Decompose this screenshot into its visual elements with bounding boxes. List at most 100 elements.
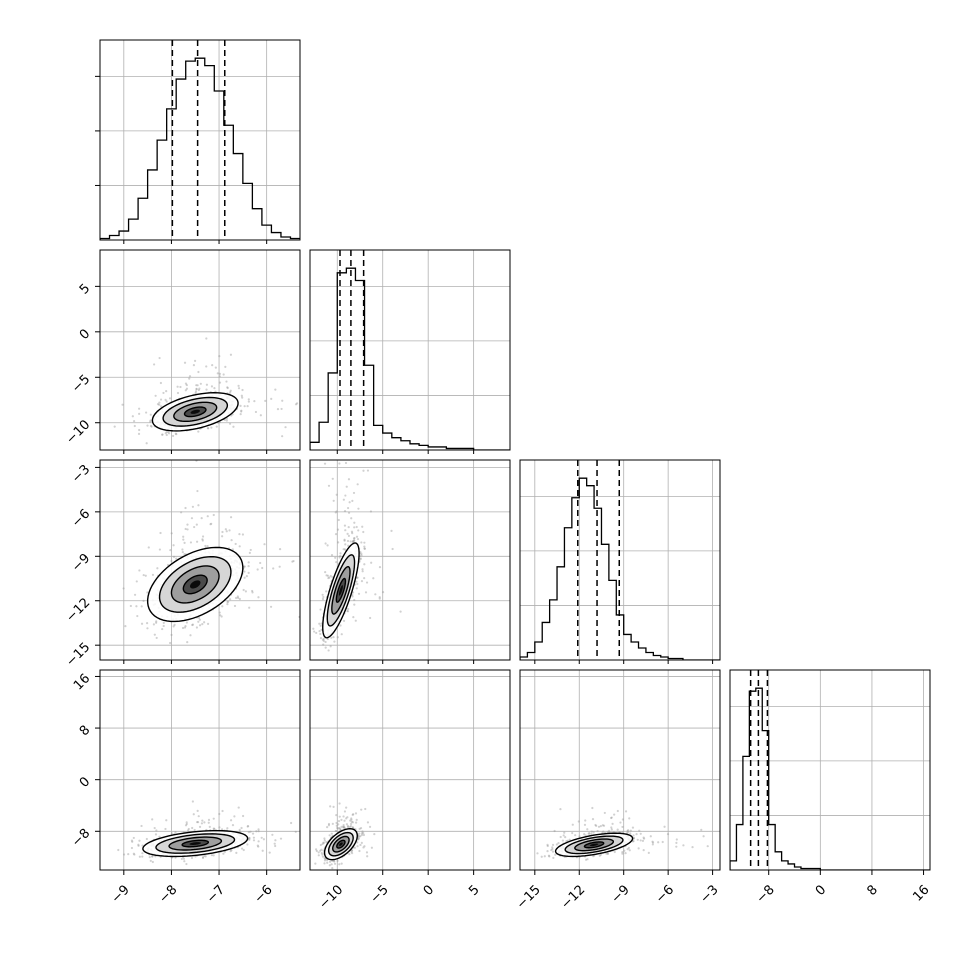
- sample-point: [577, 820, 580, 823]
- sample-point: [363, 563, 366, 566]
- sample-point: [165, 819, 168, 822]
- sample-point: [218, 812, 221, 816]
- sample-point: [326, 859, 329, 862]
- sample-point: [337, 541, 340, 544]
- sample-point: [276, 408, 280, 411]
- sample-point: [274, 839, 277, 842]
- sample-point: [226, 603, 229, 606]
- sample-point: [360, 841, 363, 844]
- sample-point: [201, 856, 205, 859]
- sample-point: [571, 831, 574, 835]
- sample-point: [184, 824, 188, 827]
- sample-point: [169, 641, 172, 645]
- sample-point: [345, 823, 349, 826]
- sample-point: [353, 598, 356, 602]
- sample-point: [352, 537, 356, 540]
- sample-point: [223, 850, 227, 853]
- sample-point: [121, 403, 124, 406]
- sample-point: [588, 832, 591, 835]
- sample-point: [323, 462, 327, 465]
- sample-point: [248, 836, 251, 840]
- sample-point: [137, 843, 140, 846]
- sample-point: [153, 826, 156, 830]
- sample-point: [218, 375, 221, 378]
- sample-point: [233, 815, 236, 818]
- sample-point: [675, 845, 678, 848]
- y-tick-label: 0: [77, 327, 93, 343]
- sample-point: [124, 625, 127, 628]
- sample-point: [334, 556, 337, 559]
- sample-point: [238, 597, 241, 601]
- sample-point: [290, 821, 293, 825]
- sample-point: [225, 380, 228, 383]
- sample-point: [197, 504, 200, 507]
- sample-point: [201, 856, 205, 859]
- density-contour: [331, 565, 351, 615]
- scatter-panel-0-3: [99, 669, 301, 871]
- sample-point: [335, 824, 338, 827]
- sample-point: [158, 356, 161, 360]
- sample-point: [583, 823, 587, 826]
- sample-point: [337, 820, 341, 823]
- sample-point: [564, 836, 567, 839]
- sample-point: [251, 589, 254, 593]
- sample-point: [362, 831, 365, 835]
- sample-point: [562, 834, 565, 837]
- scatter-panel-1-3: [309, 669, 511, 871]
- sample-point: [340, 862, 343, 865]
- sample-point: [171, 434, 175, 438]
- sample-point: [197, 616, 201, 620]
- sample-point: [235, 851, 238, 854]
- sample-point: [559, 808, 562, 811]
- sample-point: [281, 399, 284, 402]
- sample-point: [247, 565, 250, 568]
- sample-point: [146, 424, 149, 427]
- sample-point: [129, 604, 132, 608]
- sample-point: [228, 529, 231, 532]
- sample-point: [611, 822, 614, 825]
- sample-point: [249, 548, 252, 552]
- sample-point: [354, 812, 358, 815]
- sample-point: [346, 539, 350, 543]
- sample-point: [345, 485, 348, 488]
- x-tick-label: −6: [252, 882, 276, 906]
- sample-point: [218, 611, 221, 614]
- x-tick-label: 16: [910, 882, 932, 904]
- sample-point: [246, 825, 249, 828]
- sample-point: [561, 839, 565, 842]
- sample-point: [324, 857, 327, 861]
- sample-point: [348, 501, 351, 504]
- sample-point: [621, 830, 624, 834]
- x-axis-2: −15 −12 −9 −6 −3: [514, 870, 722, 912]
- sample-point: [213, 827, 216, 831]
- sample-point: [247, 400, 250, 403]
- sample-point: [295, 402, 299, 405]
- sample-point: [651, 843, 654, 846]
- sample-point: [174, 831, 177, 834]
- x-tick-label: −9: [609, 882, 633, 906]
- sample-point: [281, 435, 284, 438]
- sample-point: [361, 830, 364, 833]
- histogram-line: [520, 477, 720, 660]
- density-contour: [151, 392, 239, 432]
- sample-point: [320, 848, 323, 851]
- sample-point: [374, 593, 377, 596]
- sample-point: [584, 819, 587, 822]
- sample-point: [642, 848, 645, 852]
- sample-point: [591, 818, 595, 821]
- sample-point: [138, 855, 141, 858]
- sample-point: [241, 388, 244, 392]
- sample-point: [182, 538, 185, 541]
- sample-point: [252, 836, 256, 839]
- sample-point: [568, 838, 571, 841]
- density-shade: [190, 580, 201, 589]
- sample-point: [155, 829, 158, 832]
- sample-point: [324, 571, 327, 574]
- sample-point: [221, 535, 224, 538]
- sample-point: [348, 825, 351, 829]
- y-axis-2: −15 −12 −9 −6 −3: [63, 462, 100, 670]
- sample-point: [229, 353, 233, 356]
- x-tick-label: −15: [514, 882, 544, 912]
- sample-point: [356, 841, 359, 844]
- sample-point: [200, 822, 204, 825]
